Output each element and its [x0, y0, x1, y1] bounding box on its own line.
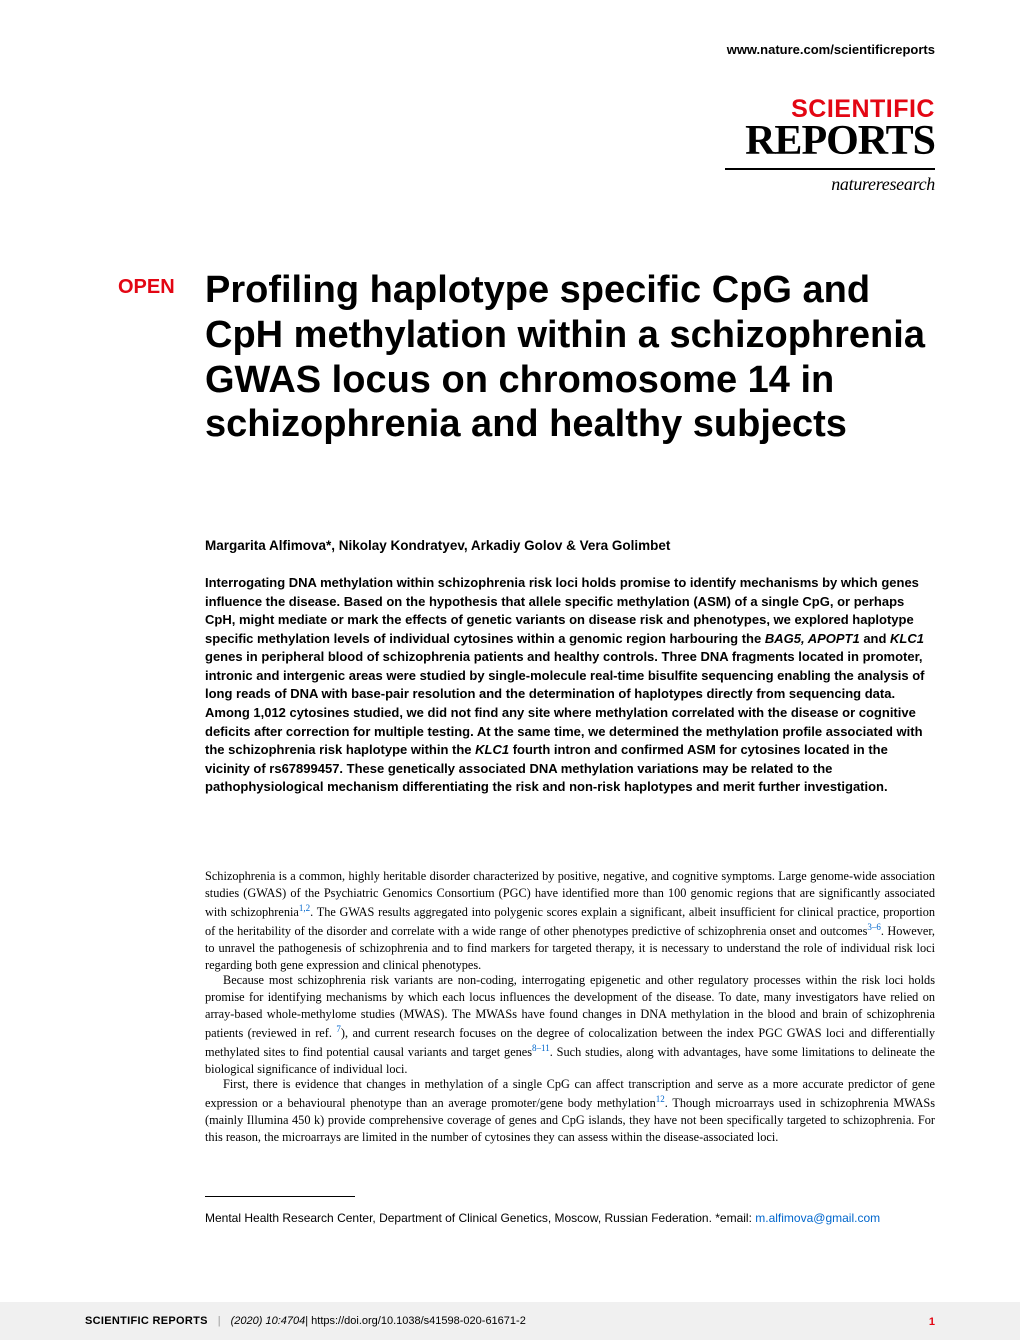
ref-link-3-6[interactable]: 3–6 [867, 922, 881, 932]
page-footer: SCIENTIFIC REPORTS | (2020) 10:4704 | ht… [0, 1302, 1020, 1340]
gene-klc1-1: KLC1 [890, 631, 924, 646]
ref-link-1-2[interactable]: 1,2 [299, 903, 310, 913]
footer-separator: | [218, 1315, 221, 1327]
body-paragraph-2: Because most schizophrenia risk variants… [205, 972, 935, 1078]
journal-logo: SCIENTIFIC REPORTS natureresearch [725, 95, 935, 195]
logo-divider [725, 168, 935, 170]
affiliation-divider [205, 1196, 355, 1197]
page-number: 1 [929, 1316, 935, 1328]
article-title: Profiling haplotype specific CpG and CpH… [205, 268, 935, 447]
body-p1b-text: . The GWAS results aggregated into polyg… [205, 905, 935, 938]
open-access-badge: OPEN [118, 276, 175, 299]
body-paragraph-3: First, there is evidence that changes in… [205, 1076, 935, 1146]
ref-link-8-11[interactable]: 8–11 [532, 1043, 550, 1053]
abstract: Interrogating DNA methylation within sch… [205, 574, 935, 797]
affiliation-text: Mental Health Research Center, Departmen… [205, 1211, 755, 1225]
author-list: Margarita Alfimova*, Nikolay Kondratyev,… [205, 538, 670, 553]
header-url: www.nature.com/scientificreports [727, 42, 935, 57]
logo-subtitle: natureresearch [725, 174, 935, 195]
body-paragraph-1: Schizophrenia is a common, highly herita… [205, 868, 935, 974]
logo-line-2: REPORTS [725, 122, 935, 162]
gene-klc1-2: KLC1 [475, 742, 509, 757]
footer-journal-name: SCIENTIFIC REPORTS [85, 1315, 208, 1327]
footer-doi: | https://doi.org/10.1038/s41598-020-616… [305, 1315, 526, 1327]
gene-bag5-apopt1: BAG5, APOPT1 [765, 631, 860, 646]
ref-link-12[interactable]: 12 [656, 1094, 665, 1104]
corresponding-email[interactable]: m.alfimova@gmail.com [755, 1211, 880, 1225]
abstract-text-1b: and [860, 631, 890, 646]
affiliation-block: Mental Health Research Center, Departmen… [205, 1210, 935, 1227]
footer-citation: (2020) 10:4704 [231, 1315, 306, 1327]
